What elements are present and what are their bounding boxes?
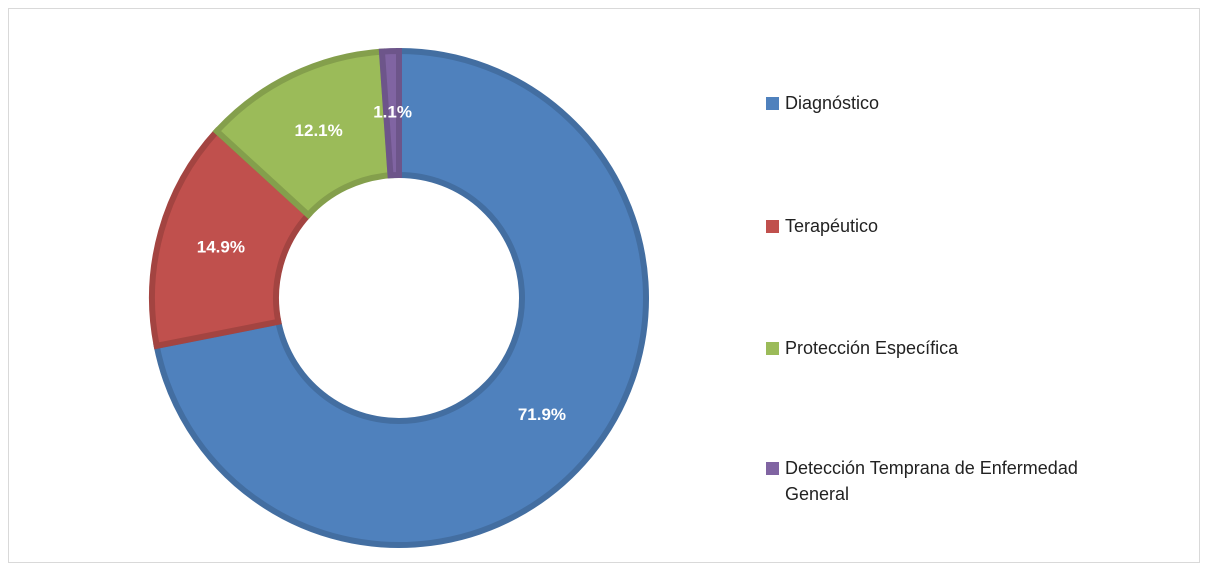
donut-slice	[378, 47, 402, 179]
legend-item: Detección Temprana de Enfermedad General	[766, 455, 1096, 507]
legend-label: Detección Temprana de Enfermedad General	[785, 458, 1078, 504]
legend-item: Terapéutico	[766, 213, 1096, 239]
donut-slice	[153, 47, 649, 548]
legend-item: Protección Específica	[766, 335, 1096, 361]
value-label: 71.9%	[518, 405, 566, 424]
value-label: 1.1%	[373, 103, 412, 122]
legend-label: Protección Específica	[785, 338, 959, 358]
legend-swatch	[766, 462, 779, 475]
legend-swatch	[766, 97, 779, 110]
legend-label: Diagnóstico	[785, 93, 880, 113]
legend-label: Terapéutico	[785, 216, 879, 236]
legend-swatch	[766, 220, 779, 233]
value-label: 14.9%	[197, 238, 245, 257]
legend-swatch	[766, 342, 779, 355]
value-label: 12.1%	[295, 121, 343, 140]
legend-item: Diagnóstico	[766, 90, 1096, 116]
donut-slice	[149, 126, 313, 350]
